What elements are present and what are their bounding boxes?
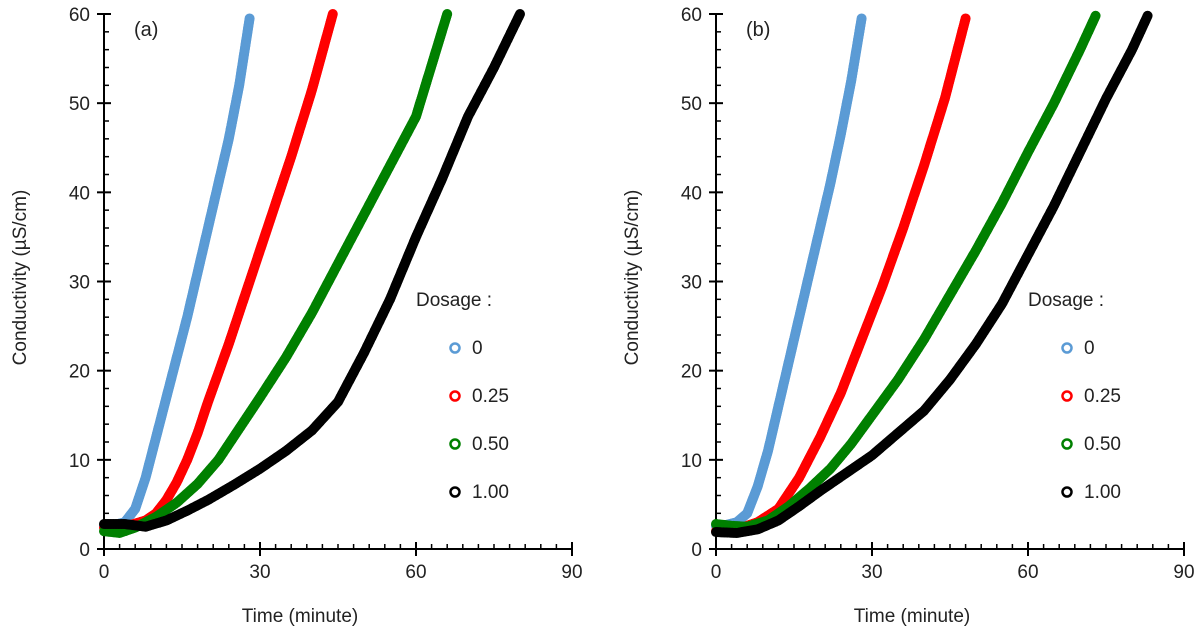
data-point <box>1142 10 1153 21</box>
data-point <box>515 9 525 19</box>
x-axis-title: Time (minute) <box>242 606 358 627</box>
x-tick-label: 30 <box>861 562 882 583</box>
chart-panel-b: 0 10 20 30 40 50 60 0 30 60 90 Time (minute) Conduct… <box>622 5 1195 627</box>
x-tick-label: 60 <box>405 562 426 583</box>
legend-entry: 0.25 <box>472 386 509 407</box>
y-tick-label: 20 <box>69 362 90 383</box>
x-tick-label: 90 <box>561 562 582 583</box>
legend-entry: 1.00 <box>1084 482 1121 503</box>
y-tick-label: 30 <box>69 273 90 294</box>
y-tick-label: 50 <box>681 94 702 115</box>
legend-marker <box>1061 486 1073 498</box>
legend-title: Dosage : <box>1028 290 1104 311</box>
y-tick-label: 20 <box>681 362 702 383</box>
legend-marker <box>1061 342 1073 354</box>
data-point <box>960 13 971 24</box>
legend: Dosage : 0 0.25 0.50 1.00 <box>416 290 509 503</box>
legend-entry: 0.50 <box>472 434 509 455</box>
y-tick-label: 40 <box>69 183 90 204</box>
legend-entry: 1.00 <box>472 482 509 503</box>
x-tick-label: 0 <box>99 562 110 583</box>
legend-marker <box>1061 438 1073 450</box>
legend-marker <box>449 486 461 498</box>
series-1.00 <box>99 9 525 532</box>
legend-entry: 0 <box>1084 338 1095 359</box>
panel-label: (b) <box>746 19 770 41</box>
legend: Dosage : 0 0.25 0.50 1.00 <box>1028 290 1121 503</box>
x-tick-label: 90 <box>1173 562 1194 583</box>
y-axis-title: Conductivity (µS/cm) <box>10 190 31 366</box>
series-1.00 <box>711 10 1153 538</box>
y-tick-label: 50 <box>69 94 90 115</box>
y-tick-label: 60 <box>681 5 702 26</box>
data-point <box>442 9 453 19</box>
y-tick-label: 0 <box>79 540 90 561</box>
legend-entry: 0.50 <box>1084 434 1121 455</box>
data-point <box>856 13 867 24</box>
x-tick-label: 30 <box>249 562 270 583</box>
y-tick-label: 60 <box>69 5 90 26</box>
series-0 <box>99 13 255 531</box>
x-tick-label: 60 <box>1017 562 1038 583</box>
data-point <box>244 13 255 24</box>
x-tick-label: 0 <box>711 562 722 583</box>
y-tick-label: 40 <box>681 183 702 204</box>
legend-marker <box>449 390 461 402</box>
y-tick-label: 30 <box>681 273 702 294</box>
y-tick-label: 10 <box>681 451 702 472</box>
y-tick-label: 10 <box>69 451 90 472</box>
data-point <box>327 9 338 19</box>
legend-marker <box>449 438 461 450</box>
legend-marker <box>449 342 461 354</box>
y-axis-title: Conductivity (µS/cm) <box>622 190 643 366</box>
data-point <box>1090 10 1101 21</box>
legend-entry: 0 <box>472 338 483 359</box>
y-tick-label: 0 <box>691 540 702 561</box>
chart-panel-a: 0 10 20 30 40 50 60 0 30 60 90 Time (minute) Conduct… <box>10 5 583 627</box>
x-axis-title: Time (minute) <box>854 606 970 627</box>
legend-title: Dosage : <box>416 290 492 311</box>
legend-marker <box>1061 390 1073 402</box>
panel-label: (a) <box>134 19 158 41</box>
legend-entry: 0.25 <box>1084 386 1121 407</box>
